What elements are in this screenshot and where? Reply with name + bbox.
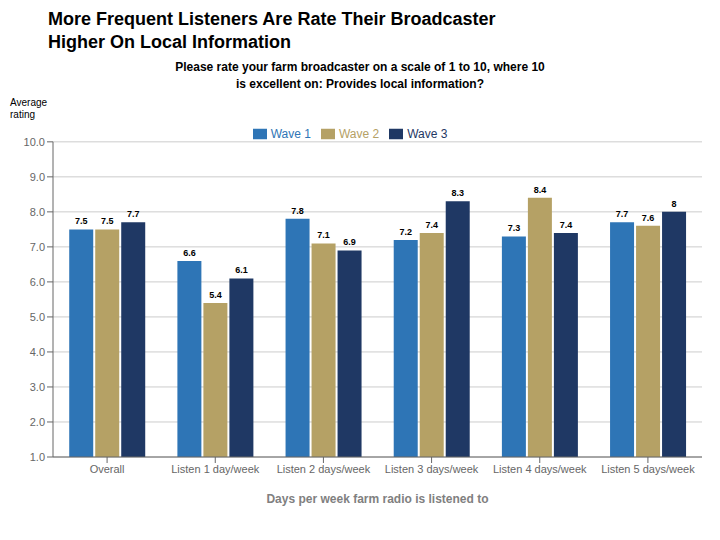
svg-text:Overall: Overall	[90, 462, 125, 474]
svg-text:7.5: 7.5	[101, 216, 114, 226]
svg-text:Listen 1 day/week: Listen 1 day/week	[171, 462, 260, 474]
svg-text:6.1: 6.1	[235, 265, 248, 275]
html-text:rating: rating	[10, 108, 35, 120]
svg-text:8.0: 8.0	[30, 205, 45, 217]
svg-text:8.3: 8.3	[451, 188, 464, 198]
svg-text:2.0: 2.0	[30, 415, 45, 427]
html-text:More Frequent Listeners Are Ra: More Frequent Listeners Are Rate Their B…	[48, 9, 496, 29]
svg-text:Listen 3 days/week: Listen 3 days/week	[385, 462, 479, 474]
svg-text:4.0: 4.0	[30, 345, 45, 357]
svg-text:9.0: 9.0	[30, 170, 45, 182]
svg-text:Listen 2 days/week: Listen 2 days/week	[277, 462, 371, 474]
html-text:Average: Average	[10, 96, 48, 108]
svg-text:5.0: 5.0	[30, 310, 45, 322]
svg-text:7.2: 7.2	[399, 226, 412, 236]
svg-text:7.6: 7.6	[642, 212, 655, 222]
svg-text:7.0: 7.0	[30, 240, 45, 252]
html-text:Wave 3: Wave 3	[407, 126, 448, 141]
svg-text:7.7: 7.7	[616, 209, 629, 219]
svg-text:5.4: 5.4	[209, 290, 222, 300]
svg-text:6.9: 6.9	[343, 237, 356, 247]
svg-text:6.6: 6.6	[183, 247, 196, 257]
svg-text:6.0: 6.0	[30, 275, 45, 287]
svg-text:Listen 5 days/week: Listen 5 days/week	[601, 462, 695, 474]
svg-text:7.5: 7.5	[75, 216, 88, 226]
svg-text:7.3: 7.3	[508, 223, 521, 233]
html-text:Wave 2: Wave 2	[338, 126, 380, 141]
html-text:Higher On Local Information: Higher On Local Information	[48, 31, 291, 52]
svg-text:10.0: 10.0	[24, 135, 45, 147]
svg-text:7.8: 7.8	[291, 205, 304, 215]
svg-text:8: 8	[672, 198, 677, 208]
svg-text:Days per week farm radio is li: Days per week farm radio is listened to	[266, 492, 488, 506]
html-text:Please rate your farm broadcas: Please rate your farm broadcaster on a s…	[175, 60, 545, 74]
html-text:Wave 1: Wave 1	[270, 126, 311, 141]
svg-text:7.4: 7.4	[425, 219, 438, 229]
svg-text:7.1: 7.1	[317, 230, 330, 240]
svg-text:8.4: 8.4	[534, 184, 547, 194]
svg-text:3.0: 3.0	[30, 380, 45, 392]
html-text:is excellent on: Provides loca: is excellent on: Provides local informat…	[236, 76, 484, 91]
svg-text:Listen 4 days/week: Listen 4 days/week	[493, 462, 587, 474]
svg-text:7.7: 7.7	[127, 209, 140, 219]
svg-text:7.4: 7.4	[560, 219, 573, 229]
svg-text:1.0: 1.0	[30, 450, 45, 462]
